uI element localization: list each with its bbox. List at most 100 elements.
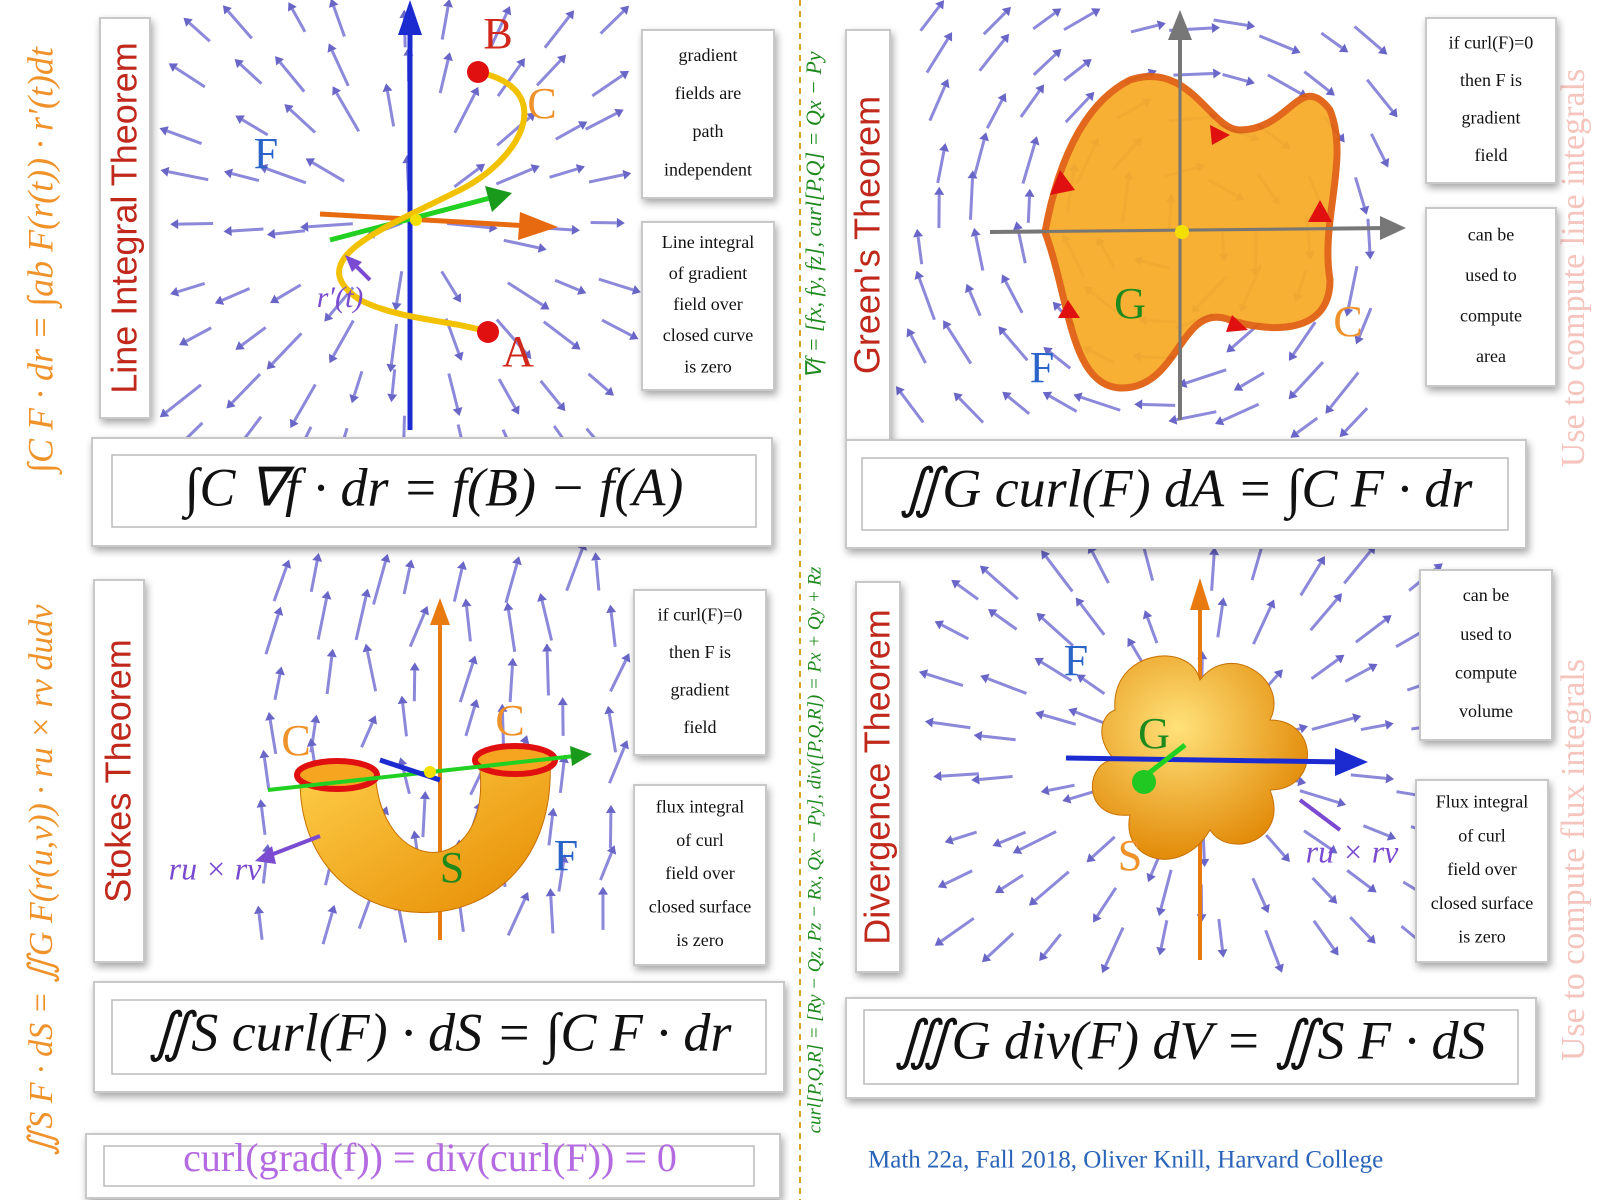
field-arrowhead [1245, 76, 1255, 86]
field-arrowhead [254, 905, 264, 915]
field-arrow [932, 720, 971, 730]
field-arrow [986, 932, 1015, 958]
note-line: closed curve [663, 325, 753, 345]
field-arrowhead [604, 386, 614, 396]
field-arrow [993, 612, 1018, 631]
field-arrow [453, 93, 477, 134]
field-arrow [1299, 789, 1339, 804]
field-arrow [360, 722, 374, 748]
field-arrow [1311, 716, 1354, 731]
title-box [93, 579, 145, 963]
note-line: field over [673, 294, 742, 314]
field-arrowhead [1085, 91, 1095, 102]
field-arrowhead [326, 648, 337, 658]
field-arrowhead [1336, 797, 1347, 808]
figure-label: S [440, 843, 464, 892]
note-line: if curl(F)=0 [1449, 32, 1534, 53]
field-arrowhead [454, 351, 464, 361]
field-arrowhead [1288, 390, 1298, 400]
field-arrow [1346, 265, 1359, 310]
field-arrowhead [557, 697, 568, 706]
field-arrow [968, 178, 974, 220]
field-arrow [177, 282, 206, 294]
field-arrow [1130, 23, 1159, 34]
field-arrowhead [619, 5, 630, 15]
field-arrow [289, 108, 317, 134]
field-arrow [1360, 723, 1387, 732]
field-arrow [951, 830, 978, 842]
panel-title: Green's Theorem [847, 96, 888, 374]
note-line: flux integral [656, 796, 744, 816]
field-arrowhead [419, 606, 429, 616]
field-arrow [1366, 218, 1372, 252]
field-arrowhead [256, 799, 267, 808]
field-arrow [372, 561, 387, 605]
field-arrow [916, 236, 924, 265]
field-arrow [535, 59, 562, 87]
figure-label: F [1064, 636, 1088, 685]
field-arrowhead [1024, 188, 1035, 198]
field-arrow [1213, 18, 1248, 27]
field-arrowhead [404, 559, 415, 569]
field-arrowhead [933, 771, 942, 782]
field-arrow [1082, 677, 1106, 695]
field-arrowhead [565, 10, 575, 20]
side-formula: curl[P,Q,R] = [Ry − Qz, Pz − Rx, Qx − Py… [804, 566, 825, 1133]
field-arrow [453, 167, 480, 188]
field-arrow [609, 659, 628, 693]
note-box [1419, 569, 1553, 741]
field-arrowhead [1156, 20, 1166, 31]
field-arrowhead [1328, 894, 1338, 904]
field-arrowhead [895, 386, 905, 396]
field-arrow [227, 10, 253, 40]
field-arrow [1251, 877, 1267, 907]
field-arrowhead [943, 32, 953, 42]
field-arrowhead [1359, 205, 1370, 215]
field-arrow [539, 379, 562, 406]
field-arrow [274, 229, 306, 236]
field-arrow [941, 772, 979, 778]
figure-label: G [1138, 709, 1170, 758]
field-arrowhead [591, 552, 602, 561]
field-arrow [1221, 402, 1260, 423]
field-arrow [262, 757, 271, 790]
field-arrow [956, 583, 979, 601]
field-arrowhead [443, 0, 453, 8]
field-arrow [272, 566, 288, 602]
field-arrow [594, 560, 601, 591]
field-arrowhead [545, 888, 556, 897]
field-arrow [506, 898, 527, 937]
field-arrowhead [179, 336, 189, 346]
field-arrowhead [1233, 382, 1244, 391]
field-arrowhead [1156, 946, 1167, 956]
field-arrow [408, 612, 426, 648]
field-arrowhead [397, 695, 408, 705]
field-arrowhead [456, 561, 467, 570]
field-arrowhead [1214, 416, 1225, 426]
field-arrow [503, 238, 540, 250]
field-arrowhead [1029, 136, 1040, 146]
field-arrow [293, 383, 317, 422]
field-arrowhead [577, 285, 587, 295]
field-arrow [489, 12, 508, 49]
field-arrow [899, 391, 925, 424]
field-arrow [365, 651, 378, 692]
field-arrow [549, 896, 555, 934]
field-arrow [978, 39, 1006, 72]
field-arrowhead [918, 669, 929, 679]
field-arrowhead [226, 399, 236, 409]
field-arrowhead [367, 715, 377, 725]
note-line: compute [1460, 305, 1522, 325]
field-arrowhead [1288, 351, 1298, 361]
side-formula: ∫C F · dr = ∫ab F(r(t)) · r′(t)dt [20, 46, 62, 475]
field-arrowhead [183, 17, 193, 27]
field-arrowhead [1217, 949, 1228, 958]
field-arrowhead [507, 657, 518, 667]
field-arrowhead [520, 892, 530, 902]
note-line: field over [1447, 859, 1516, 879]
field-arrow [1239, 371, 1265, 388]
field-arrowhead [556, 54, 567, 64]
field-arrowhead [1338, 43, 1349, 53]
field-arrow [311, 161, 345, 183]
